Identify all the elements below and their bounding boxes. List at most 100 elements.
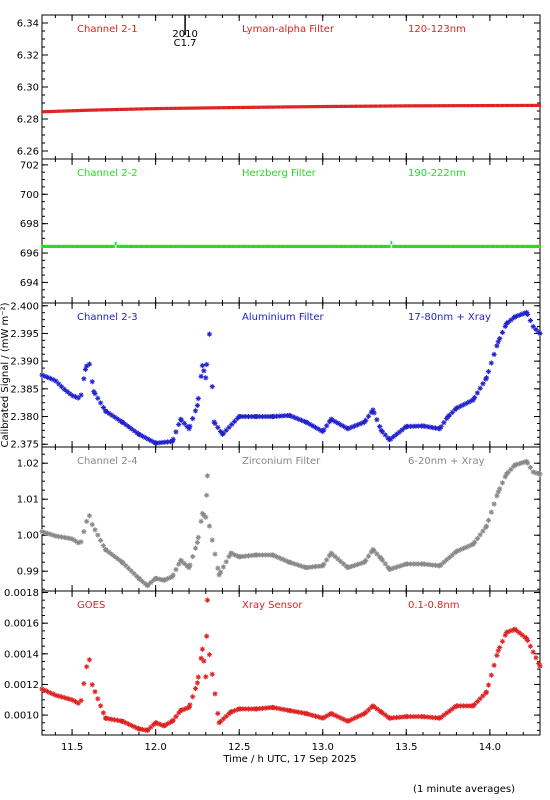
data-point bbox=[118, 107, 120, 112]
data-point bbox=[164, 244, 167, 249]
data-point bbox=[422, 104, 425, 108]
data-point bbox=[465, 104, 468, 108]
data-point-stroke bbox=[531, 324, 536, 329]
y-tick-label: 700 bbox=[20, 190, 39, 201]
y-tick-label: 2.380 bbox=[10, 412, 39, 423]
data-point-stroke bbox=[491, 352, 497, 357]
data-point bbox=[93, 108, 95, 112]
data-point bbox=[408, 244, 411, 249]
data-point bbox=[243, 105, 246, 110]
data-point bbox=[270, 552, 276, 558]
data-point-stroke bbox=[196, 535, 201, 540]
data-point bbox=[136, 244, 139, 249]
data-point bbox=[211, 419, 217, 425]
data-point bbox=[238, 244, 241, 249]
data-point-stroke bbox=[112, 554, 117, 559]
data-point bbox=[425, 244, 428, 249]
data-point bbox=[306, 244, 309, 249]
data-point-stroke bbox=[131, 428, 137, 433]
data-point bbox=[276, 105, 279, 109]
data-point bbox=[143, 107, 145, 111]
data-point-stroke bbox=[216, 720, 222, 725]
data-point-stroke bbox=[519, 632, 525, 638]
y-tick-label: 0.0018 bbox=[4, 588, 39, 599]
data-point bbox=[51, 244, 54, 249]
data-point bbox=[194, 680, 201, 686]
data-point bbox=[173, 106, 176, 110]
data-point bbox=[250, 244, 252, 249]
data-point bbox=[525, 103, 528, 108]
data-point bbox=[203, 514, 209, 520]
panel-band-label: 190-222nm bbox=[408, 168, 466, 179]
data-point bbox=[387, 244, 389, 249]
data-point-stroke bbox=[123, 422, 128, 427]
data-point bbox=[325, 104, 328, 109]
data-point-stroke bbox=[91, 389, 96, 394]
data-point bbox=[203, 106, 206, 110]
data-point bbox=[225, 244, 227, 249]
data-point bbox=[89, 108, 92, 112]
data-point bbox=[121, 107, 124, 111]
data-point bbox=[515, 103, 518, 108]
data-point-stroke bbox=[512, 462, 518, 468]
data-point-stroke bbox=[207, 652, 212, 657]
data-point bbox=[136, 726, 142, 732]
data-point bbox=[106, 108, 109, 112]
data-point bbox=[323, 104, 326, 109]
data-point-stroke bbox=[136, 576, 142, 581]
data-point bbox=[458, 547, 464, 553]
data-point bbox=[216, 572, 222, 578]
data-point bbox=[491, 501, 497, 507]
data-point bbox=[173, 429, 179, 435]
data-point-stroke bbox=[341, 561, 346, 566]
data-point bbox=[469, 244, 471, 249]
data-point bbox=[435, 104, 438, 108]
data-point bbox=[395, 244, 398, 249]
y-tick-label: 1.01 bbox=[17, 495, 39, 506]
data-point bbox=[251, 244, 254, 249]
data-point-stroke bbox=[178, 558, 183, 563]
data-point bbox=[113, 244, 115, 249]
data-point bbox=[445, 244, 448, 249]
data-point bbox=[482, 244, 485, 249]
data-point bbox=[345, 718, 351, 724]
data-point bbox=[355, 244, 358, 249]
data-point bbox=[191, 244, 194, 249]
data-point-stroke bbox=[39, 372, 45, 378]
data-point-stroke bbox=[195, 680, 200, 686]
data-point bbox=[470, 244, 473, 249]
data-point bbox=[382, 561, 388, 567]
data-point bbox=[136, 431, 142, 437]
data-point-stroke bbox=[92, 391, 98, 396]
data-point bbox=[285, 244, 287, 249]
data-point bbox=[186, 565, 192, 571]
data-point bbox=[378, 244, 381, 249]
data-point bbox=[310, 105, 313, 109]
data-point-stroke bbox=[131, 571, 137, 576]
data-point-stroke bbox=[220, 432, 225, 437]
data-point bbox=[535, 103, 538, 108]
data-point bbox=[530, 244, 533, 249]
data-point bbox=[148, 244, 150, 249]
data-point bbox=[149, 244, 152, 249]
data-point-stroke bbox=[528, 318, 533, 323]
data-point bbox=[448, 244, 451, 249]
data-point bbox=[340, 104, 343, 108]
data-point bbox=[159, 244, 162, 249]
y-tick-label: 2.400 bbox=[10, 301, 39, 312]
data-point bbox=[108, 244, 110, 249]
panel-4: 0.99 1.00 1.01 1.02 Channel 2-4 Zirconium Fil… bbox=[17, 446, 543, 592]
panel-frame bbox=[41, 446, 541, 592]
data-point-stroke bbox=[101, 543, 106, 548]
data-point bbox=[355, 104, 358, 108]
data-point bbox=[537, 471, 543, 477]
data-point bbox=[253, 706, 259, 712]
data-point bbox=[173, 244, 176, 249]
data-point bbox=[216, 244, 219, 249]
data-point bbox=[258, 105, 261, 109]
data-point bbox=[64, 244, 67, 249]
data-point bbox=[385, 244, 388, 249]
data-point bbox=[503, 629, 510, 635]
data-point bbox=[235, 244, 237, 249]
data-point bbox=[181, 106, 184, 110]
